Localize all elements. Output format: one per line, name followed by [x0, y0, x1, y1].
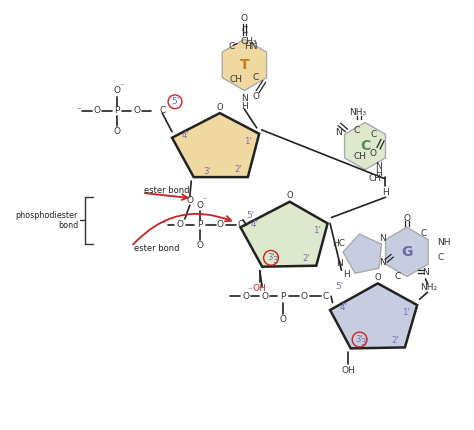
Text: 1': 1'	[313, 226, 321, 235]
Text: P: P	[114, 106, 119, 115]
Text: N: N	[336, 259, 343, 268]
Text: 2': 2'	[234, 165, 242, 174]
Text: C: C	[228, 42, 235, 51]
Text: 1': 1'	[245, 137, 252, 146]
Text: P: P	[281, 292, 286, 301]
Text: 5': 5'	[335, 282, 344, 291]
Text: T: T	[239, 58, 249, 72]
Text: OH: OH	[253, 284, 266, 293]
Text: ⁻: ⁻	[119, 82, 124, 91]
Polygon shape	[343, 234, 382, 273]
Text: O: O	[186, 196, 193, 205]
Text: O: O	[217, 103, 223, 112]
Text: OH: OH	[341, 366, 355, 375]
Text: H: H	[382, 188, 389, 197]
Text: O: O	[261, 292, 268, 301]
Text: 1': 1'	[402, 308, 410, 317]
Text: O: O	[94, 106, 101, 115]
Polygon shape	[330, 283, 417, 348]
Text: H: H	[375, 169, 382, 178]
Text: 3': 3'	[361, 338, 368, 347]
Text: 3': 3'	[203, 167, 211, 176]
Text: 3': 3'	[272, 256, 280, 265]
Text: C: C	[237, 220, 244, 229]
Text: phosphodiester: phosphodiester	[16, 211, 78, 220]
Text: 2': 2'	[391, 335, 399, 344]
Text: HN: HN	[244, 42, 258, 51]
Text: CH: CH	[354, 152, 366, 161]
Text: N: N	[379, 258, 386, 267]
Polygon shape	[222, 39, 266, 90]
Text: O: O	[242, 292, 249, 301]
Text: O: O	[370, 150, 377, 159]
Text: C: C	[370, 130, 377, 139]
Text: 5': 5'	[246, 212, 255, 221]
Text: N: N	[379, 233, 386, 243]
Text: O: O	[280, 315, 287, 324]
Polygon shape	[240, 202, 328, 267]
Text: O: O	[403, 214, 410, 223]
Text: ester bond: ester bond	[144, 186, 189, 195]
Text: C: C	[420, 229, 427, 238]
Text: O: O	[374, 273, 381, 282]
Text: O: O	[241, 14, 248, 23]
Text: NH₂: NH₂	[420, 283, 438, 292]
Text: 2': 2'	[302, 254, 310, 263]
Text: G: G	[401, 245, 412, 259]
Text: O: O	[196, 201, 203, 210]
Text: O: O	[133, 106, 140, 115]
Text: C: C	[253, 73, 259, 82]
Text: bond: bond	[58, 221, 78, 230]
Text: NH₃: NH₃	[349, 108, 366, 117]
Text: C: C	[395, 272, 401, 281]
Text: N: N	[335, 128, 341, 137]
Text: P: P	[197, 220, 202, 229]
Text: O: O	[252, 92, 259, 101]
Text: 3': 3'	[267, 253, 275, 262]
Text: H: H	[343, 270, 350, 279]
Text: ⁻: ⁻	[247, 286, 252, 295]
Text: ⁻: ⁻	[202, 196, 207, 205]
Text: O: O	[176, 220, 183, 229]
Text: CH₃: CH₃	[241, 37, 257, 46]
Text: HC: HC	[332, 239, 345, 248]
Text: 4': 4'	[250, 220, 258, 229]
Text: ⁻: ⁻	[161, 220, 166, 229]
Text: 5': 5'	[171, 97, 179, 106]
Polygon shape	[385, 227, 428, 276]
Text: O: O	[286, 191, 293, 200]
Text: NH: NH	[438, 237, 451, 246]
Text: 3': 3'	[356, 335, 364, 344]
Text: ⁻: ⁻	[77, 106, 82, 115]
Text: O: O	[301, 292, 308, 301]
Text: N: N	[241, 94, 248, 103]
Text: N: N	[375, 162, 382, 171]
Text: C: C	[354, 126, 360, 135]
Polygon shape	[172, 113, 259, 177]
Text: O: O	[196, 241, 203, 250]
Text: O: O	[113, 86, 120, 95]
Text: N: N	[422, 268, 429, 277]
Text: C: C	[159, 106, 165, 115]
Text: C: C	[438, 253, 444, 262]
Text: 4': 4'	[340, 303, 348, 312]
Text: H: H	[241, 102, 248, 111]
Text: CH: CH	[369, 174, 382, 183]
Text: C: C	[241, 26, 247, 35]
Text: C: C	[323, 292, 329, 301]
Text: ester bond: ester bond	[134, 244, 179, 253]
Text: 4': 4'	[182, 131, 190, 140]
Polygon shape	[345, 123, 385, 170]
Text: O: O	[217, 220, 224, 229]
Text: O: O	[113, 127, 120, 136]
Text: C: C	[360, 139, 370, 153]
Text: CH: CH	[229, 75, 243, 84]
